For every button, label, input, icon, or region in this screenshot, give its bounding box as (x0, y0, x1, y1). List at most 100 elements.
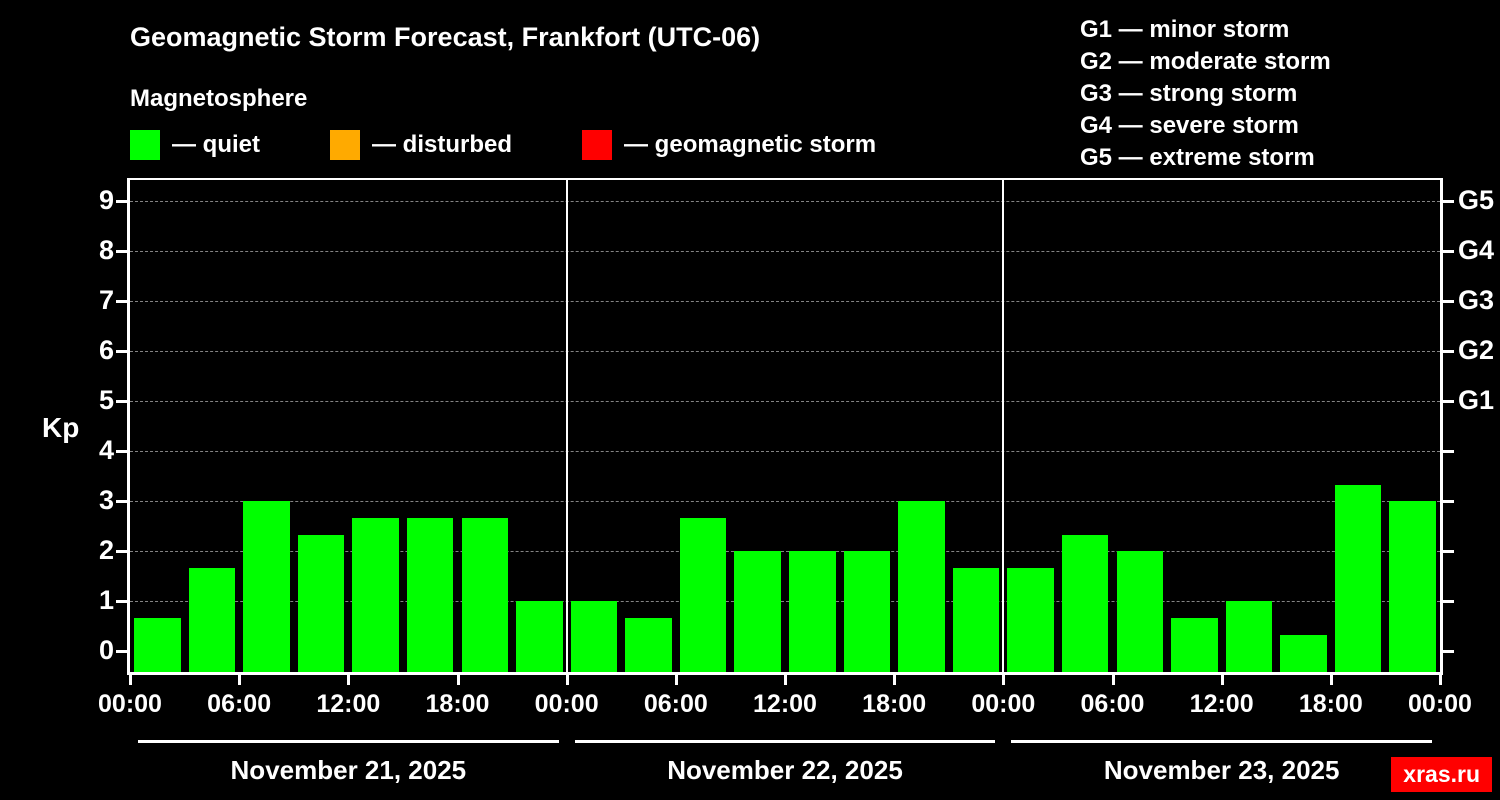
y-axis-tick-label: 5 (98, 385, 114, 415)
legend-swatch-icon (582, 130, 613, 160)
y-axis-tick-label: 3 (98, 485, 114, 515)
kp-bar (1334, 484, 1382, 672)
legend-item: — quiet (130, 130, 260, 160)
day-label: November 21, 2025 (230, 755, 467, 785)
y-tick-mark (116, 550, 128, 553)
y-tick-mark-right (1442, 450, 1454, 453)
kp-bar (1225, 601, 1273, 672)
y-axis-tick-label: 7 (98, 285, 114, 315)
kp-bar (625, 617, 672, 672)
gridline (130, 301, 1440, 302)
x-axis-tick-label: 18:00 (425, 690, 490, 718)
x-axis-tick-label: 12:00 (753, 690, 817, 718)
g-scale-label: G3 (1458, 285, 1495, 315)
storm-scale-item: G2 — moderate storm (1080, 48, 1331, 75)
x-tick-mark (1220, 675, 1224, 685)
kp-bar (570, 601, 618, 672)
day-group: November 22, 2025 (567, 740, 1004, 786)
gridline (130, 501, 1440, 502)
y-axis-title: Kp (42, 412, 80, 443)
kp-bar (1171, 617, 1218, 672)
y-tick-mark-right (1442, 550, 1454, 553)
plot-area (130, 180, 1440, 672)
legend-item: — geomagnetic storm (582, 130, 876, 160)
axis-line-right (1440, 180, 1443, 675)
g-scale-label: G4 (1458, 235, 1495, 265)
kp-bar (898, 501, 945, 672)
kp-bar (461, 517, 509, 672)
x-tick-mark (1002, 675, 1006, 685)
g-scale-label: G5 (1458, 185, 1495, 215)
day-separator (1002, 180, 1005, 672)
legend-item-label: — geomagnetic storm (624, 131, 877, 158)
y-tick-mark (116, 300, 128, 303)
day-label: November 23, 2025 (1103, 755, 1340, 785)
y-axis-tick-label: 1 (98, 585, 114, 615)
kp-bar (1007, 567, 1054, 672)
x-tick-mark (1111, 675, 1115, 685)
x-axis-tick-label: 00:00 (534, 690, 599, 718)
x-axis-tick-label: 12:00 (1189, 690, 1254, 718)
kp-bar (679, 517, 727, 672)
gridline (130, 401, 1440, 402)
kp-bar (352, 517, 399, 672)
x-axis-tick-label: 18:00 (862, 690, 927, 718)
legend-item-label: — disturbed (372, 131, 513, 158)
x-axis-tick-label: 06:00 (643, 690, 708, 718)
storm-scale-item: G5 — extreme storm (1080, 144, 1315, 171)
axis-line-left (127, 180, 130, 675)
x-tick-mark (347, 675, 351, 685)
y-axis-tick-label: 0 (98, 635, 114, 665)
page-title: Geomagnetic Storm Forecast, Frankfort (U… (130, 22, 761, 52)
x-axis-tick-label: 00:00 (98, 690, 162, 718)
watermark-link[interactable]: xras.ru (1391, 757, 1492, 792)
kp-bar (789, 551, 836, 672)
kp-bar (734, 551, 781, 672)
y-axis-tick-label: 6 (98, 335, 114, 365)
x-axis-tick-label: 18:00 (1298, 690, 1363, 718)
y-tick-mark (116, 250, 128, 253)
gridline (130, 601, 1440, 602)
y-axis-tick-label: 8 (98, 235, 114, 265)
axis-line-top (127, 178, 1443, 180)
gridline (130, 351, 1440, 352)
x-tick-mark (129, 675, 132, 685)
gridline (130, 251, 1440, 252)
x-tick-mark (893, 675, 897, 685)
x-tick-mark (456, 675, 460, 685)
y-tick-mark (116, 200, 128, 203)
kp-bar (243, 501, 290, 672)
y-tick-mark-right (1442, 300, 1454, 303)
kp-color-legend: — quiet — disturbed — geomagnetic storm (130, 130, 876, 160)
y-tick-mark (116, 400, 128, 403)
kp-bar (406, 517, 454, 672)
x-tick-mark (565, 675, 569, 685)
y-tick-mark-right (1442, 500, 1454, 503)
x-tick-mark (1439, 675, 1442, 685)
kp-bar (1061, 534, 1109, 672)
kp-bar (1280, 634, 1327, 672)
day-group: November 21, 2025 (130, 740, 567, 786)
storm-scale-item: G4 — severe storm (1080, 112, 1299, 139)
day-separator (565, 180, 568, 672)
y-tick-mark (116, 350, 128, 353)
x-tick-mark (674, 675, 678, 685)
axis-line-bottom (127, 672, 1443, 675)
kp-bar (188, 567, 236, 672)
legend-item: — disturbed (330, 130, 512, 160)
kp-bar (952, 567, 1000, 672)
y-tick-mark (116, 650, 128, 653)
gridline (130, 451, 1440, 452)
y-tick-mark (116, 500, 128, 503)
legend-swatch-icon (130, 130, 160, 160)
kp-bar (134, 617, 181, 672)
y-tick-mark (116, 600, 128, 603)
x-axis-tick-label: 00:00 (1408, 690, 1472, 718)
x-tick-mark (784, 675, 787, 685)
gridline (130, 201, 1440, 202)
storm-scale-legend: G1 — minor storm G2 — moderate storm G3 — … (1080, 14, 1331, 174)
y-tick-mark-right (1442, 600, 1454, 603)
y-tick-mark-right (1442, 200, 1454, 203)
y-tick-mark-right (1442, 350, 1454, 353)
x-axis-tick-label: 12:00 (316, 690, 381, 718)
